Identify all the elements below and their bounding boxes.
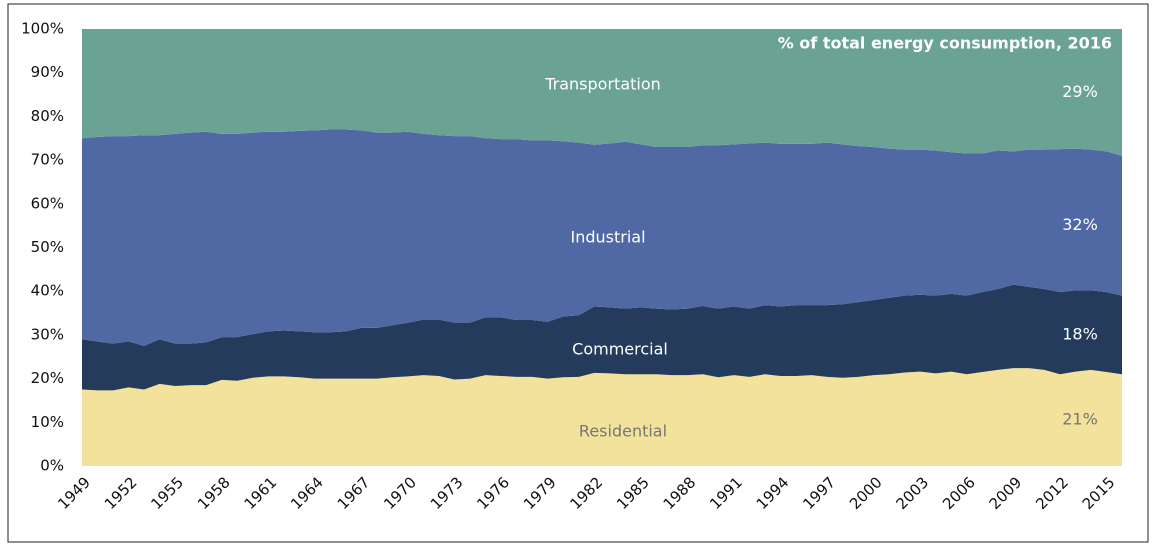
area — [82, 29, 1122, 156]
x-tick-label: 1955 — [147, 473, 187, 513]
x-tick-label: 2012 — [1032, 473, 1072, 513]
x-tick-label: 1958 — [194, 473, 234, 513]
x-tick-label: 2015 — [1079, 473, 1119, 513]
y-tick-label: 90% — [31, 63, 64, 81]
x-tick-label: 1985 — [613, 473, 653, 513]
x-tick-label: 1973 — [427, 473, 467, 513]
area-label: Industrial — [570, 228, 645, 247]
value-label: 32% — [1062, 215, 1098, 234]
x-tick-label: 1979 — [520, 473, 560, 513]
x-tick-label: 2006 — [939, 473, 979, 513]
area — [82, 368, 1122, 466]
x-tick-label: 2003 — [892, 473, 932, 513]
y-tick-label: 40% — [31, 282, 64, 300]
area-label: Residential — [579, 422, 667, 441]
x-tick-label: 1964 — [287, 473, 327, 513]
x-tick-label: 1982 — [567, 473, 607, 513]
y-tick-label: 30% — [31, 325, 64, 343]
areas — [82, 29, 1122, 466]
x-tick-label: 1967 — [334, 473, 374, 513]
x-tick-label: 1994 — [753, 473, 793, 513]
x-tick-label: 1976 — [473, 473, 513, 513]
x-tick-label: 1952 — [101, 473, 141, 513]
y-tick-label: 100% — [21, 20, 64, 38]
value-label: 18% — [1062, 324, 1098, 343]
y-tick-label: 0% — [40, 457, 64, 475]
area-label: Commercial — [572, 340, 668, 359]
value-label: 21% — [1062, 410, 1098, 429]
area-label: Transportation — [544, 75, 661, 94]
y-tick-label: 10% — [31, 413, 64, 431]
x-tick-label: 1949 — [54, 473, 94, 513]
y-tick-label: 20% — [31, 369, 64, 387]
annotation: % of total energy consumption, 2016 — [778, 34, 1112, 53]
y-tick-label: 80% — [31, 107, 64, 125]
x-tick-label: 1988 — [660, 473, 700, 513]
area — [82, 284, 1122, 391]
x-tick-label: 1961 — [241, 473, 281, 513]
value-label: 29% — [1062, 82, 1098, 101]
x-tick-label: 2000 — [846, 473, 886, 513]
y-tick-label: 50% — [31, 238, 64, 256]
frame — [7, 3, 1149, 543]
area — [82, 129, 1122, 346]
y-tick-label: 70% — [31, 151, 64, 169]
x-tick-label: 1970 — [380, 473, 420, 513]
x-tick-label: 1991 — [706, 473, 746, 513]
y-tick-label: 60% — [31, 194, 64, 212]
x-tick-label: 1997 — [799, 473, 839, 513]
x-tick-label: 2009 — [986, 473, 1026, 513]
